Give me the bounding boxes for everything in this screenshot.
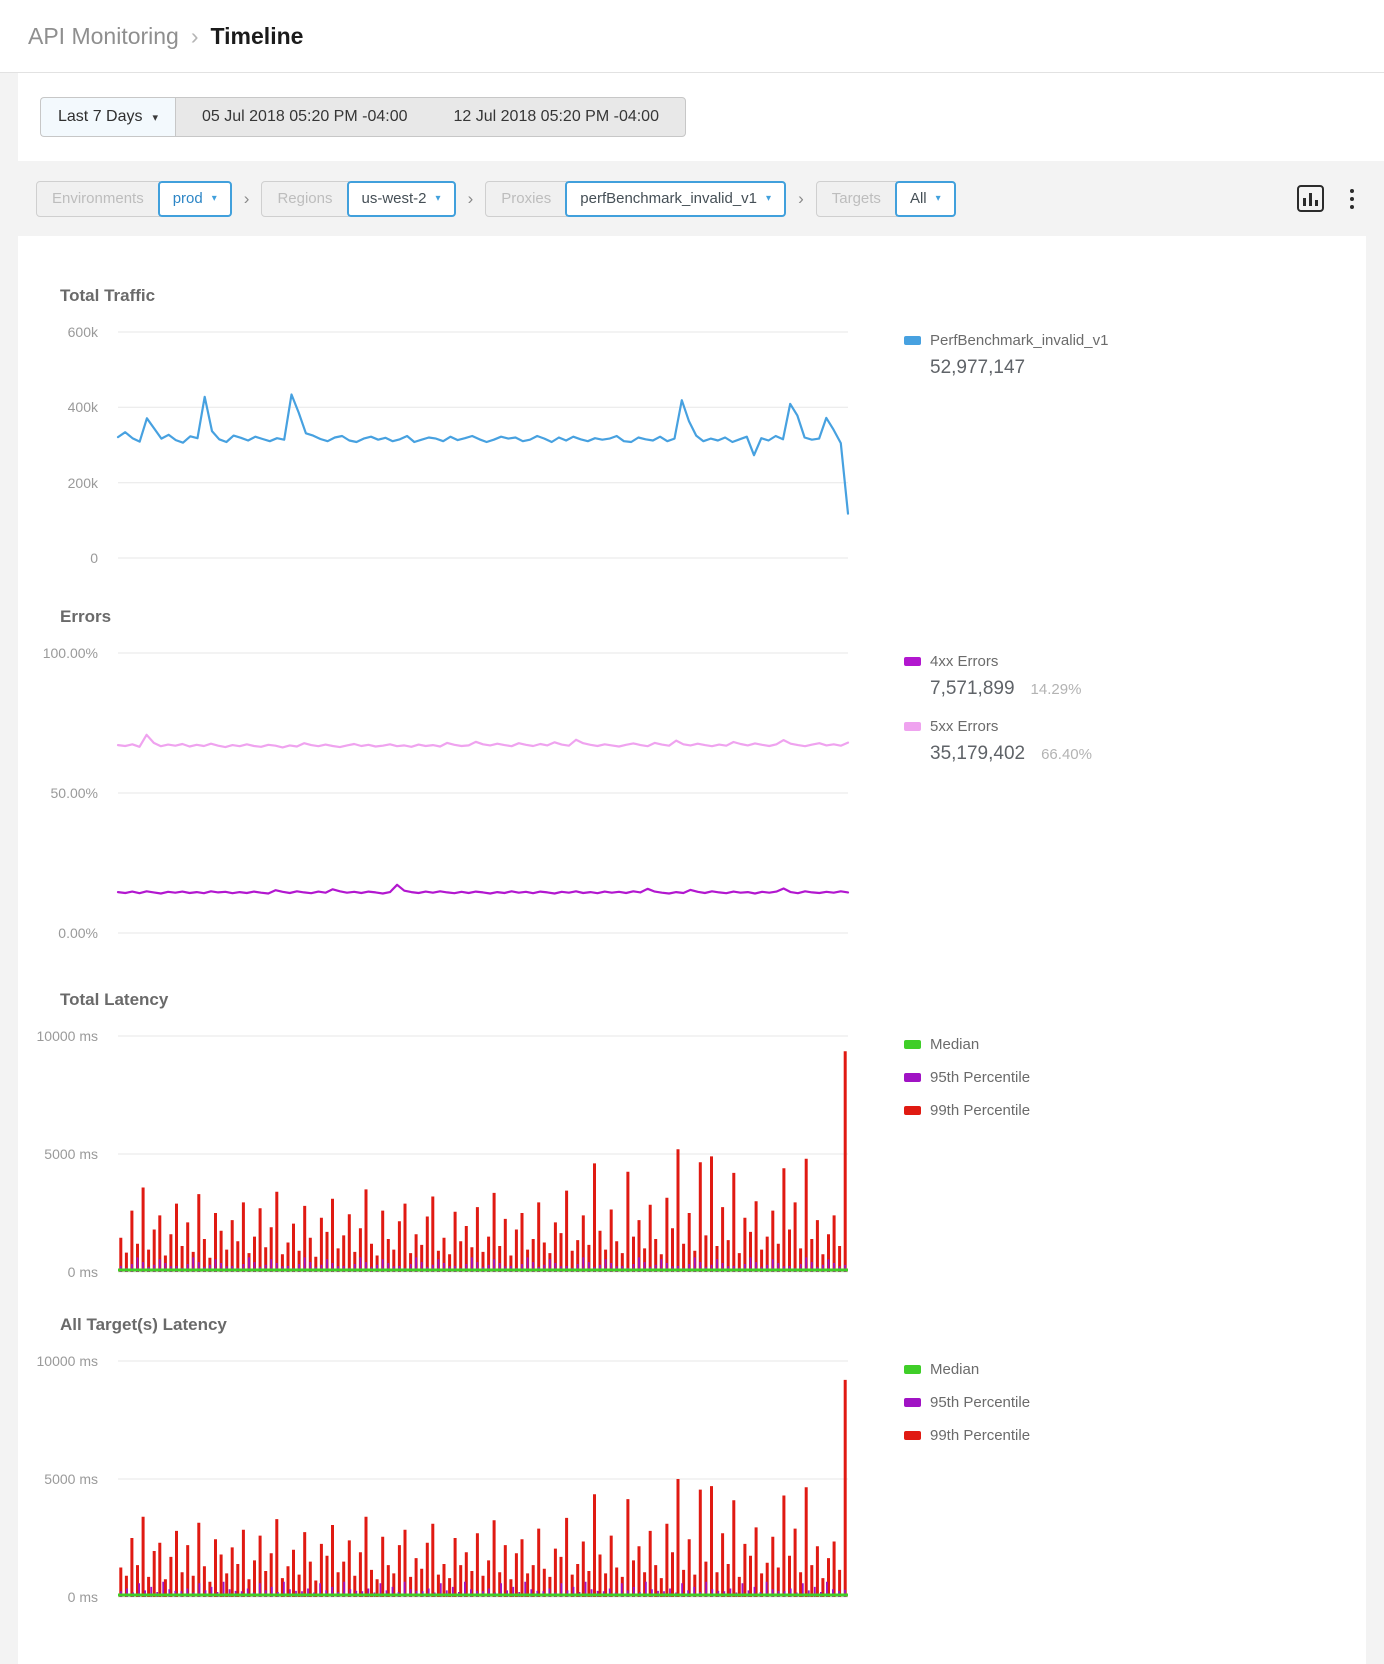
chart-canvas bbox=[118, 1360, 848, 1598]
filter-environments-label: Environments bbox=[36, 180, 160, 217]
legend-label-5xx: 5xx Errors bbox=[930, 718, 999, 735]
filter-separator: › bbox=[467, 188, 474, 208]
chevron-down-icon: ▾ bbox=[766, 193, 772, 204]
errors-chart: 100.00% 50.00% 0.00% 4xx Errors 7,571,899 … bbox=[18, 645, 1366, 941]
legend-label-4xx: 4xx Errors bbox=[930, 653, 999, 670]
traffic-total-count: 52,977,147 bbox=[930, 357, 1026, 378]
legend-label-p95: 95th Percentile bbox=[930, 1394, 1031, 1411]
filter-proxies-label: Proxies bbox=[485, 180, 568, 217]
y-axis-tick-label: 10000 ms bbox=[36, 1028, 98, 1044]
legend-label-p95: 95th Percentile bbox=[930, 1069, 1031, 1086]
legend-swatch-p99 bbox=[904, 1431, 921, 1440]
errors-legend: 4xx Errors 7,571,899 14.29% 5xx Errors 3… bbox=[904, 653, 1092, 938]
filter-regions: Regions us-west-2 ▾ bbox=[261, 180, 456, 217]
chevron-down-icon: ▾ bbox=[211, 193, 217, 204]
target-latency-title: All Target(s) Latency bbox=[60, 1315, 227, 1334]
filter-environments-value[interactable]: prod ▾ bbox=[157, 180, 232, 217]
filter-proxies-selected: perfBenchmark_invalid_v1 bbox=[580, 190, 758, 207]
legend-swatch-5xx bbox=[904, 722, 921, 731]
filter-environments: Environments prod ▾ bbox=[36, 180, 232, 217]
kebab-menu-icon[interactable] bbox=[1344, 187, 1360, 211]
errors-plot bbox=[116, 652, 850, 938]
chart-canvas bbox=[118, 1035, 848, 1273]
chevron-down-icon: ▾ bbox=[435, 193, 441, 204]
y-axis-tick-label: 50.00% bbox=[50, 785, 98, 801]
y-axis-tick-label: 100.00% bbox=[42, 645, 98, 661]
legend-label-traffic: PerfBenchmark_invalid_v1 bbox=[930, 332, 1109, 349]
errors-5xx-count: 35,179,402 bbox=[930, 743, 1026, 764]
total-latency-title: Total Latency bbox=[60, 990, 169, 1009]
page-title: Timeline bbox=[210, 22, 304, 49]
legend-label-p99: 99th Percentile bbox=[930, 1427, 1031, 1444]
legend-label-p99: 99th Percentile bbox=[930, 1102, 1031, 1119]
y-axis-tick-label: 0 bbox=[90, 550, 98, 566]
legend-swatch-traffic bbox=[904, 336, 921, 345]
y-axis-tick-label: 0 ms bbox=[67, 1589, 98, 1605]
y-axis: 10000 ms 5000 ms 0 ms bbox=[18, 1353, 118, 1605]
total-traffic-plot bbox=[116, 331, 850, 563]
y-axis-tick-label: 0.00% bbox=[58, 925, 98, 941]
filter-proxies: Proxies perfBenchmark_invalid_v1 ▾ bbox=[485, 180, 787, 217]
chart-canvas bbox=[116, 331, 850, 559]
y-axis-tick-label: 200k bbox=[67, 474, 98, 491]
errors-4xx-count: 7,571,899 bbox=[930, 678, 1015, 699]
breadcrumb-parent[interactable]: API Monitoring bbox=[28, 22, 179, 49]
y-axis-tick-label: 600k bbox=[67, 324, 98, 340]
y-axis: 100.00% 50.00% 0.00% bbox=[18, 645, 118, 941]
filter-separator: › bbox=[798, 188, 804, 208]
filter-actions bbox=[1297, 185, 1360, 212]
filter-bar: Environments prod ▾ › Regions us-west-2 … bbox=[0, 161, 1384, 236]
filter-targets-label: Targets bbox=[815, 180, 897, 217]
date-range-label: Last 7 Days bbox=[58, 108, 143, 125]
errors-title: Errors bbox=[60, 607, 112, 626]
chevron-down-icon: ▾ bbox=[935, 193, 941, 204]
filter-regions-value[interactable]: us-west-2 ▾ bbox=[346, 180, 456, 217]
filter-regions-selected: us-west-2 bbox=[361, 190, 427, 207]
legend-label-median: Median bbox=[930, 1036, 980, 1053]
y-axis-tick-label: 400k bbox=[67, 399, 98, 416]
total-latency-legend: Median 95th Percentile 99th Percentile bbox=[904, 1036, 1030, 1277]
app-header: API Monitoring › Timeline bbox=[0, 0, 1384, 73]
target-latency-legend: Median 95th Percentile 99th Percentile bbox=[904, 1361, 1030, 1602]
filter-targets-selected: All bbox=[909, 190, 927, 207]
legend-swatch-p95 bbox=[904, 1398, 921, 1407]
y-axis: 600k 400k 200k 0 bbox=[18, 324, 118, 566]
y-axis-tick-label: 5000 ms bbox=[44, 1146, 98, 1162]
errors-4xx-percent: 14.29% bbox=[1030, 681, 1082, 698]
target-latency-chart: 10000 ms 5000 ms 0 ms Median 95th Percenti… bbox=[18, 1353, 1366, 1605]
filter-environments-selected: prod bbox=[172, 190, 203, 207]
end-datetime: 12 Jul 2018 05:20 PM -04:00 bbox=[453, 108, 659, 125]
legend-swatch-p95 bbox=[904, 1073, 921, 1082]
breadcrumb-separator: › bbox=[190, 22, 199, 49]
start-datetime: 05 Jul 2018 05:20 PM -04:00 bbox=[202, 108, 408, 125]
filter-proxies-value[interactable]: perfBenchmark_invalid_v1 ▾ bbox=[565, 180, 787, 217]
legend-swatch-4xx bbox=[904, 657, 921, 666]
total-traffic-chart: 600k 400k 200k 0 PerfBenchmark_invalid_v1 5… bbox=[18, 324, 1366, 566]
bar-chart-icon[interactable] bbox=[1297, 185, 1324, 212]
date-range-dropdown[interactable]: Last 7 Days ▾ bbox=[40, 97, 176, 137]
legend-swatch-median bbox=[904, 1365, 921, 1374]
legend-swatch-median bbox=[904, 1040, 921, 1049]
filter-separator: › bbox=[243, 188, 250, 208]
y-axis-tick-label: 0 ms bbox=[67, 1264, 98, 1280]
filter-targets-value[interactable]: All ▾ bbox=[894, 180, 956, 217]
total-traffic-legend: PerfBenchmark_invalid_v1 52,977,147 bbox=[904, 332, 1108, 563]
total-latency-chart: 10000 ms 5000 ms 0 ms Median 95th Percenti… bbox=[18, 1028, 1366, 1280]
chevron-down-icon: ▾ bbox=[152, 111, 159, 124]
legend-swatch-p99 bbox=[904, 1106, 921, 1115]
total-latency-plot bbox=[118, 1035, 848, 1277]
filter-regions-label: Regions bbox=[261, 180, 349, 217]
y-axis-tick-label: 5000 ms bbox=[44, 1471, 98, 1487]
date-range-panel: Last 7 Days ▾ 05 Jul 2018 05:20 PM -04:0… bbox=[18, 73, 1384, 161]
y-axis: 10000 ms 5000 ms 0 ms bbox=[18, 1028, 118, 1280]
date-range-display[interactable]: 05 Jul 2018 05:20 PM -04:00 12 Jul 2018 … bbox=[175, 97, 686, 137]
charts-card: Total Traffic 600k 400k 200k 0 PerfBenchmar… bbox=[18, 236, 1366, 1664]
legend-label-median: Median bbox=[930, 1361, 980, 1378]
errors-5xx-percent: 66.40% bbox=[1041, 746, 1092, 763]
chart-canvas bbox=[116, 652, 850, 934]
y-axis-tick-label: 10000 ms bbox=[36, 1353, 98, 1369]
total-traffic-title: Total Traffic bbox=[60, 286, 156, 305]
filter-targets: Targets All ▾ bbox=[815, 180, 956, 217]
target-latency-plot bbox=[118, 1360, 848, 1602]
